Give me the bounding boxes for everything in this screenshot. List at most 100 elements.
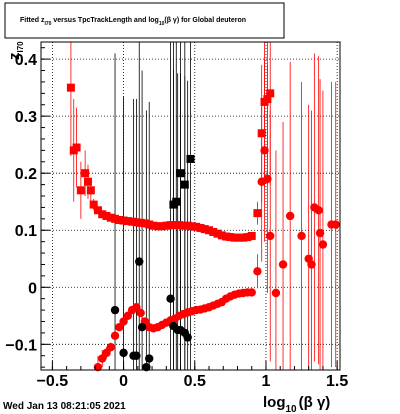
data-point-square	[266, 89, 275, 98]
data-point-square	[243, 233, 252, 242]
data-point-circle	[271, 288, 281, 298]
data-point-circle	[247, 288, 256, 297]
data-point-square	[158, 222, 167, 231]
title-box-frame	[4, 2, 285, 39]
x-tick-label: −0.5	[37, 373, 69, 390]
y-tick-label: 0	[28, 280, 37, 297]
data-markers	[66, 83, 340, 372]
data-point-square	[209, 227, 218, 236]
data-point-square	[115, 215, 124, 224]
data-point-square	[102, 211, 111, 220]
data-point-circle	[93, 362, 103, 372]
data-point-circle	[110, 331, 120, 340]
data-point-circle	[132, 351, 141, 360]
x-tick-label: 0	[119, 373, 128, 390]
y-axis-title: zI70	[6, 41, 25, 60]
data-point-circle	[123, 311, 133, 321]
data-point-square	[186, 154, 195, 163]
data-point-circle	[315, 228, 325, 238]
data-point-square	[136, 218, 145, 227]
x-tick-label: 0.5	[184, 373, 206, 390]
data-point-square	[123, 217, 132, 226]
data-point-circle	[166, 294, 175, 303]
data-point-square	[170, 221, 179, 230]
data-point-circle	[331, 220, 340, 229]
y-axis-title-group: zI70	[6, 41, 25, 60]
data-point-circle	[183, 333, 192, 342]
error-bars	[70, 42, 337, 370]
data-point-circle	[285, 211, 295, 221]
x-axis-title: log10 (β γ)	[263, 394, 330, 414]
title-box: Fitted zI70 versus TpcTrackLength and lo…	[4, 2, 285, 39]
data-point-square	[140, 219, 149, 228]
data-point-square	[153, 222, 162, 231]
y-axis-ticks: −0.1 0 0.1 0.2 0.3 0.4	[5, 47, 50, 368]
data-point-square	[128, 217, 137, 226]
data-point-square	[239, 233, 248, 242]
chart-title: Fitted zI70 versus TpcTrackLength and lo…	[20, 17, 246, 27]
data-point-square	[83, 177, 92, 186]
data-point-square	[98, 210, 107, 219]
data-point-square	[176, 169, 185, 178]
data-point-square	[196, 223, 205, 232]
data-point-square	[257, 129, 266, 138]
data-point-square	[175, 221, 184, 230]
data-point-circle	[137, 323, 147, 332]
data-point-circle	[115, 323, 124, 332]
timestamp: Wed Jan 13 08:21:05 2021	[3, 401, 126, 412]
data-point-circle	[318, 240, 328, 249]
x-tick-label: 1	[262, 373, 271, 390]
data-point-circle	[102, 348, 111, 358]
data-point-square	[234, 233, 243, 242]
data-point-square	[253, 209, 262, 218]
data-point-square	[230, 233, 239, 242]
data-point-square	[66, 83, 75, 92]
data-point-square	[132, 218, 141, 227]
data-point-square	[172, 197, 181, 206]
x-tick-label: 1.5	[326, 373, 348, 390]
data-point-square	[111, 214, 120, 223]
data-point-circle	[260, 146, 269, 155]
data-point-circle	[98, 354, 107, 363]
data-point-circle	[110, 305, 120, 315]
data-point-square	[205, 226, 214, 235]
data-point-square	[263, 95, 272, 104]
plot-frame	[40, 41, 341, 371]
data-point-square	[213, 229, 222, 238]
data-point-square	[119, 216, 128, 225]
data-point-square	[93, 206, 102, 215]
data-point-square	[76, 186, 85, 195]
data-point-square	[180, 180, 189, 189]
data-point-square	[217, 231, 226, 240]
data-point-square	[183, 221, 192, 230]
data-point-circle	[266, 231, 275, 241]
data-point-circle	[278, 260, 288, 269]
y-tick-label: 0.1	[15, 223, 37, 240]
data-point-square	[179, 221, 188, 230]
data-point-square	[166, 221, 175, 230]
data-point-circle	[119, 317, 128, 326]
y-tick-label: 0.2	[15, 166, 37, 183]
x-axis-ticks: −0.5 0 0.5 1 1.5	[37, 361, 348, 390]
y-tick-label: −0.1	[5, 337, 37, 354]
data-point-circle	[297, 231, 306, 241]
data-point-square	[89, 200, 98, 209]
data-point-square	[247, 231, 256, 240]
data-point-square	[145, 220, 154, 229]
data-point-circle	[132, 303, 141, 312]
data-point-square	[226, 233, 235, 242]
data-point-square	[162, 221, 171, 230]
data-point-square	[149, 221, 158, 230]
data-point-square	[72, 143, 81, 152]
data-point-circle	[307, 260, 316, 269]
data-point-circle	[253, 267, 262, 276]
data-point-square	[81, 169, 90, 178]
data-point-circle	[263, 174, 272, 184]
data-point-circle	[145, 354, 154, 363]
data-point-circle	[314, 206, 323, 215]
data-point-circle	[136, 308, 145, 318]
y-tick-label: 0.3	[15, 109, 37, 126]
data-point-circle	[106, 342, 115, 352]
data-point-circle	[135, 257, 144, 266]
